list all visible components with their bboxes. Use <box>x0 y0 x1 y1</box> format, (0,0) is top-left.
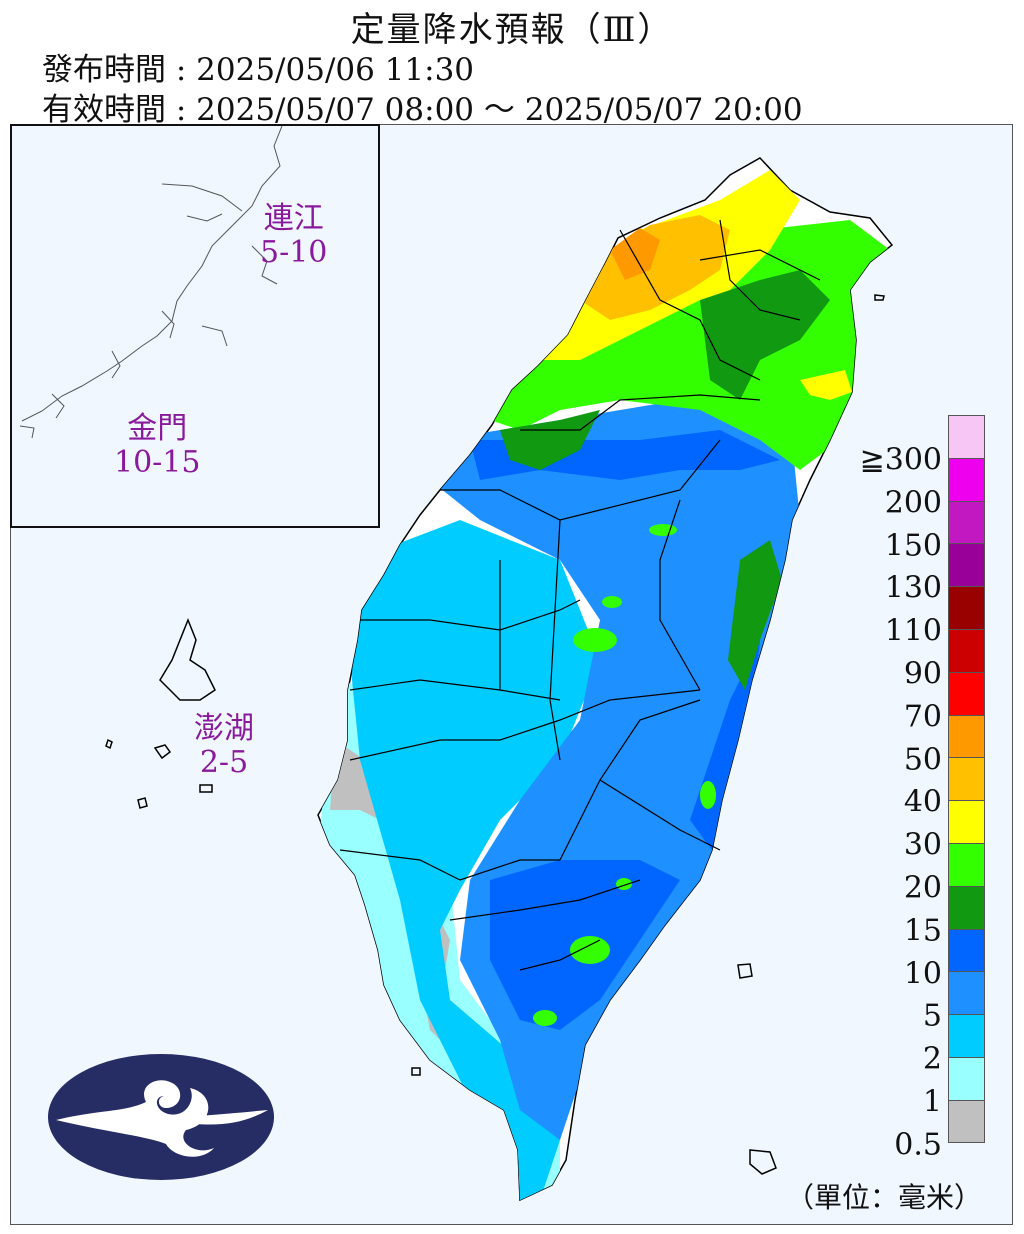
legend-tick-label: 40 <box>903 784 942 820</box>
rain-spot <box>573 628 617 652</box>
legend-tick-label: 130 <box>884 570 942 606</box>
legend-tick-label: 50 <box>903 742 942 778</box>
island-label-penghu: 澎湖 2-5 <box>194 712 254 780</box>
outlying-islands-inset: 連江 5-10 金門 10-15 <box>10 124 380 528</box>
legend-tick-label: 90 <box>903 656 942 692</box>
legend-tick-label: 20 <box>903 870 942 906</box>
legend-tick-label: 110 <box>884 613 942 649</box>
map-title: 定量降水預報（Ⅲ） <box>350 10 674 50</box>
issue-time-value: 2025/05/06 11:30 <box>196 52 475 88</box>
island-label-lienchiang: 連江 5-10 <box>260 202 327 270</box>
legend-swatch <box>948 457 985 501</box>
legend-tick-label: 70 <box>903 699 942 735</box>
legend-swatch <box>948 928 985 972</box>
penghu-islands <box>105 617 216 809</box>
rain-spot <box>602 596 622 608</box>
china-coast-outline <box>19 126 283 439</box>
rain-zone-40mm-east <box>800 370 852 400</box>
island-name: 連江 <box>263 201 324 236</box>
rainfall-legend <box>948 415 986 1143</box>
issue-time-label: 發布時間 : <box>42 52 197 88</box>
legend-swatch <box>948 800 985 843</box>
legend-swatch <box>948 628 985 672</box>
legend-swatch <box>948 543 985 587</box>
valid-time-label: 有效時間 : <box>42 92 197 128</box>
legend-swatch <box>948 971 985 1015</box>
legend-tick-label: 2 <box>922 1041 942 1077</box>
legend-swatch <box>948 842 985 886</box>
rain-spot <box>570 936 610 964</box>
island-name: 金門 <box>127 411 188 446</box>
legend-swatch <box>948 671 985 715</box>
cwa-cloud-logo-icon <box>48 1054 274 1180</box>
rainfall-shading <box>320 170 890 1200</box>
rain-zone-30mm-dark <box>700 270 830 400</box>
legend-swatch <box>948 586 985 629</box>
legend-tick-label: 0.5 <box>894 1127 942 1163</box>
rain-spot <box>649 524 677 536</box>
legend-tick-label: 15 <box>903 913 942 949</box>
legend-swatch <box>948 1014 985 1057</box>
valid-time-line: 有效時間 : 2025/05/07 08:00 ～ 2025/05/07 20:… <box>42 84 803 129</box>
island-range: 10-15 <box>114 445 201 480</box>
legend-tick-label: 30 <box>903 827 942 863</box>
legend-tick-label: 1 <box>922 1084 942 1120</box>
island-name: 澎湖 <box>194 711 254 746</box>
legend-tick-label: 10 <box>903 956 942 992</box>
legend-tick-label: 200 <box>884 485 942 521</box>
legend-swatch <box>948 714 985 758</box>
island-label-kinmen: 金門 10-15 <box>114 412 200 480</box>
legend-unit: （單位：毫米） <box>786 1181 983 1214</box>
legend-swatch <box>948 1056 985 1100</box>
legend-swatch <box>948 885 985 929</box>
legend-tick-label: 5 <box>922 998 942 1034</box>
rain-spot <box>533 1010 557 1026</box>
rain-zone-30mm-east <box>728 540 782 690</box>
island-range: 5-10 <box>260 235 328 270</box>
issue-time-line: 發布時間 : 2025/05/06 11:30 <box>42 44 474 89</box>
legend-tick-label: 150 <box>884 528 942 564</box>
legend-tick-label: ≧300 <box>859 442 942 478</box>
island-range: 2-5 <box>199 745 249 780</box>
rain-zone-05mm-south <box>420 900 520 1100</box>
legend-swatch <box>948 757 985 801</box>
valid-time-value: 2025/05/07 08:00 ～ 2025/05/07 20:00 <box>196 92 803 128</box>
rain-zone-70mm <box>610 228 660 280</box>
legend-swatch <box>948 1099 985 1143</box>
eastern-islands <box>411 294 885 1175</box>
rain-spot <box>700 781 716 809</box>
rain-zone-30mm-west <box>500 410 600 470</box>
rain-zone-50mm <box>580 215 730 320</box>
county-boundaries <box>339 219 821 971</box>
legend-swatch <box>948 415 985 458</box>
legend-swatch <box>948 500 985 544</box>
rain-zone-5mm <box>352 520 600 1200</box>
